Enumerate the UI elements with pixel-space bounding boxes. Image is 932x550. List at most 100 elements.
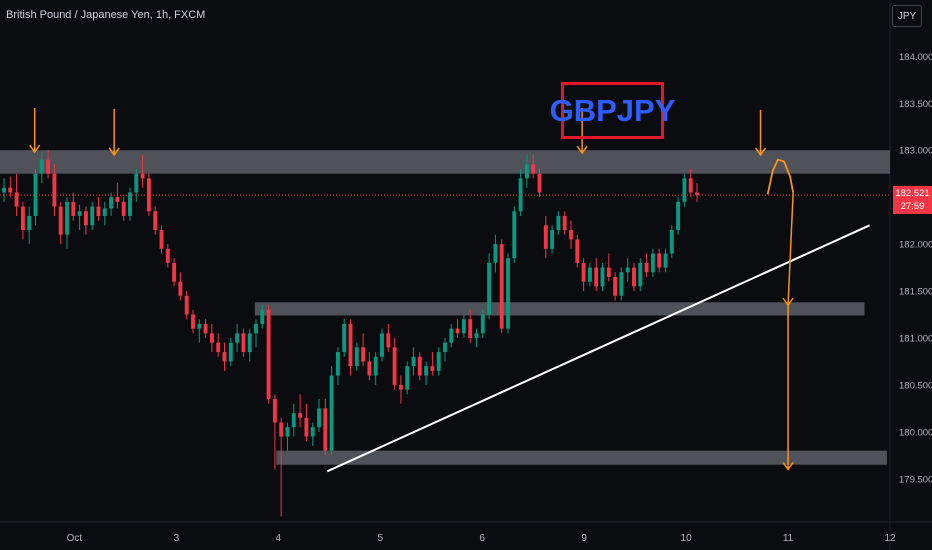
time-tick-label: 11 — [783, 533, 794, 544]
candle-body — [556, 215, 561, 231]
candle-body — [115, 197, 120, 202]
arrow-head-1 — [108, 147, 120, 157]
currency-button[interactable]: JPY — [892, 5, 922, 27]
candle-body — [178, 281, 183, 296]
candle-body — [335, 352, 340, 376]
gbpjpy-label-box: GBPJPY — [550, 82, 675, 139]
time-tick-label: 12 — [884, 533, 896, 544]
candle-body — [386, 333, 391, 348]
price-tick-label: 181.000 — [899, 333, 932, 344]
arrow-head-3 — [754, 147, 767, 157]
candle-body — [436, 352, 441, 371]
candle-body — [121, 201, 126, 216]
candle-body — [2, 187, 6, 193]
candles-layer — [2, 150, 699, 517]
candle-body — [480, 314, 485, 334]
candle-body — [65, 201, 69, 235]
candle-body — [417, 356, 422, 376]
candle-body — [272, 399, 277, 423]
time-axis[interactable]: Oct 3 4 5 6 9 10 11 12 — [67, 533, 896, 544]
time-tick-label: 4 — [276, 533, 282, 544]
projection-arrowhead-1 — [782, 461, 794, 471]
candle-body — [266, 309, 271, 400]
candle-body — [90, 206, 95, 226]
zone-0 — [0, 150, 890, 174]
candle-body — [39, 159, 44, 174]
price-tick-label: 180.500 — [899, 380, 932, 391]
candle-body — [33, 173, 38, 216]
candle-body — [52, 173, 57, 207]
current-price-tag: 182.521 27:59 — [893, 186, 932, 214]
candle-body — [247, 333, 252, 353]
zone-2 — [276, 450, 887, 465]
candle-body — [594, 267, 599, 287]
candle-body — [487, 262, 492, 315]
arrow-head-0 — [29, 144, 41, 154]
candle-body — [310, 427, 315, 437]
candle-body — [512, 211, 517, 259]
candle-body — [424, 366, 429, 376]
candle-body — [77, 211, 82, 216]
candle-body — [575, 239, 580, 263]
candle-body — [342, 323, 347, 353]
time-tick-label: Oct — [67, 533, 83, 544]
candle-body — [235, 333, 240, 343]
candle-body — [695, 192, 699, 196]
candle-body — [543, 225, 548, 249]
candle-body — [14, 192, 19, 207]
candle-body — [569, 230, 573, 240]
candle-body — [499, 244, 504, 329]
candle-countdown: 27:59 — [900, 201, 925, 212]
candle-body — [323, 408, 328, 451]
candle-body — [27, 215, 32, 231]
candle-body — [613, 276, 618, 296]
candle-body — [241, 333, 246, 353]
price-tick-label: 181.500 — [899, 287, 932, 298]
candle-body — [650, 253, 655, 273]
candle-body — [474, 333, 479, 338]
candle-body — [562, 215, 567, 231]
candle-body — [449, 328, 454, 343]
candle-body — [354, 347, 359, 367]
time-tick-label: 6 — [479, 533, 485, 544]
price-axis[interactable]: 179.500 180.000 180.500 181.000 181.500 182.0… — [899, 52, 932, 485]
candle-body — [20, 206, 25, 231]
candle-body — [361, 347, 366, 362]
candle-body — [222, 352, 227, 362]
candle-body — [581, 262, 586, 282]
candle-body — [531, 164, 536, 174]
drawings-layer — [0, 107, 890, 473]
candle-body — [348, 323, 353, 367]
price-tick-label: 183.000 — [899, 146, 932, 157]
candle-body — [109, 197, 114, 209]
candle-body — [638, 262, 643, 287]
candle-body — [600, 267, 605, 287]
candle-body — [606, 267, 611, 277]
price-tick-label: 179.500 — [899, 474, 932, 485]
candle-body — [102, 208, 107, 216]
candle-body — [128, 192, 132, 216]
zones-layer — [0, 150, 890, 465]
candle-body — [216, 342, 221, 353]
candle-body — [644, 262, 649, 273]
time-tick-label: 3 — [174, 533, 180, 544]
candle-body — [506, 258, 510, 329]
candle-body — [430, 366, 435, 371]
trendline — [326, 224, 871, 473]
price-tick-label: 183.500 — [899, 99, 932, 110]
candle-body — [279, 422, 284, 437]
candle-body — [46, 159, 51, 174]
projection-drop-0 — [787, 192, 794, 306]
candle-body — [468, 319, 473, 338]
candle-body — [285, 427, 290, 437]
candle-body — [455, 328, 460, 334]
candle-body — [298, 413, 303, 418]
candle-body — [165, 248, 170, 263]
candle-body — [159, 230, 164, 249]
candle-body — [134, 173, 139, 193]
candle-body — [254, 323, 258, 334]
current-price-value: 182.521 — [895, 188, 930, 199]
candle-body — [153, 211, 158, 231]
arrow-head-2 — [576, 145, 588, 155]
